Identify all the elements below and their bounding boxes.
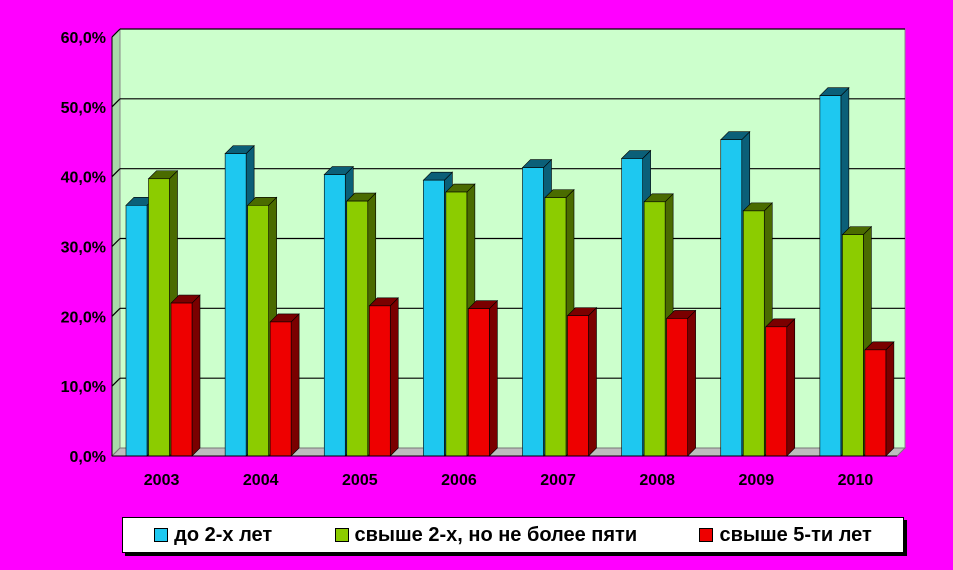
- x-tick-label: 2010: [838, 472, 874, 489]
- bar-side: [885, 341, 895, 457]
- gridline-side: [111, 238, 121, 247]
- y-tick-label: 10,0%: [61, 379, 106, 396]
- bar: [148, 178, 170, 457]
- bar: [522, 167, 544, 457]
- gridline-side: [111, 168, 121, 178]
- y-tick-label: 0,0%: [70, 449, 106, 466]
- bar: [643, 201, 666, 457]
- bar: [765, 326, 788, 457]
- bar-side: [786, 318, 796, 457]
- gridline-side: [111, 307, 121, 317]
- x-tick-label: 2004: [243, 472, 279, 489]
- bar-side: [489, 299, 498, 457]
- bar: [323, 174, 346, 457]
- y-tick-label: 60,0%: [61, 30, 106, 47]
- bar: [621, 158, 643, 457]
- bar: [468, 308, 490, 457]
- bar: [445, 191, 468, 457]
- bar: [544, 197, 567, 457]
- bar: [346, 200, 369, 457]
- x-tick-label: 2007: [540, 472, 576, 489]
- legend-label-series-3: свыше 5-ти лет: [719, 523, 872, 546]
- x-tick-label: 2003: [144, 472, 180, 489]
- legend-item-series-2: свыше 2-х, но не более пяти: [334, 523, 638, 547]
- gridline-side: [111, 377, 121, 387]
- y-tick-label: 30,0%: [61, 240, 106, 257]
- bar: [247, 204, 269, 457]
- bar: [720, 139, 743, 457]
- legend-swatch-series-3: [699, 528, 714, 542]
- bar: [125, 204, 148, 457]
- bar-side: [687, 309, 696, 457]
- legend-item-series-3: свыше 5-ти лет: [699, 523, 872, 547]
- y-tick-label: 20,0%: [61, 309, 106, 326]
- bar: [567, 315, 589, 457]
- x-tick-label: 2005: [342, 472, 378, 489]
- bar: [423, 179, 445, 457]
- legend-swatch-series-1: [154, 528, 169, 542]
- gridline-side: [111, 28, 121, 38]
- bar: [224, 153, 247, 457]
- bar: [269, 321, 292, 457]
- bar: [864, 349, 887, 457]
- x-tick-label: 2009: [739, 472, 775, 489]
- bar: [666, 318, 688, 457]
- gridline-side: [111, 98, 121, 108]
- legend-item-series-1: до 2-х лет: [154, 524, 272, 547]
- y-tick-label: 50,0%: [61, 100, 106, 117]
- bar: [819, 95, 842, 457]
- bar-side: [389, 297, 399, 457]
- bar-side: [290, 313, 300, 457]
- bar: [742, 210, 765, 457]
- x-tick-label: 2008: [639, 472, 675, 489]
- legend-label-series-1: до 2-х лет: [174, 523, 273, 546]
- legend: до 2-х лет свыше 2-х, но не более пяти с…: [122, 517, 904, 553]
- bar: [842, 234, 864, 457]
- y-tick-label: 40,0%: [61, 170, 106, 187]
- bar-side: [588, 306, 597, 457]
- bar: [170, 302, 193, 457]
- bar: [368, 305, 391, 457]
- legend-label-series-2: свыше 2-х, но не более пяти: [354, 523, 638, 546]
- legend-swatch-series-2: [334, 528, 349, 542]
- x-tick-label: 2006: [441, 472, 477, 489]
- bar-side: [191, 294, 201, 457]
